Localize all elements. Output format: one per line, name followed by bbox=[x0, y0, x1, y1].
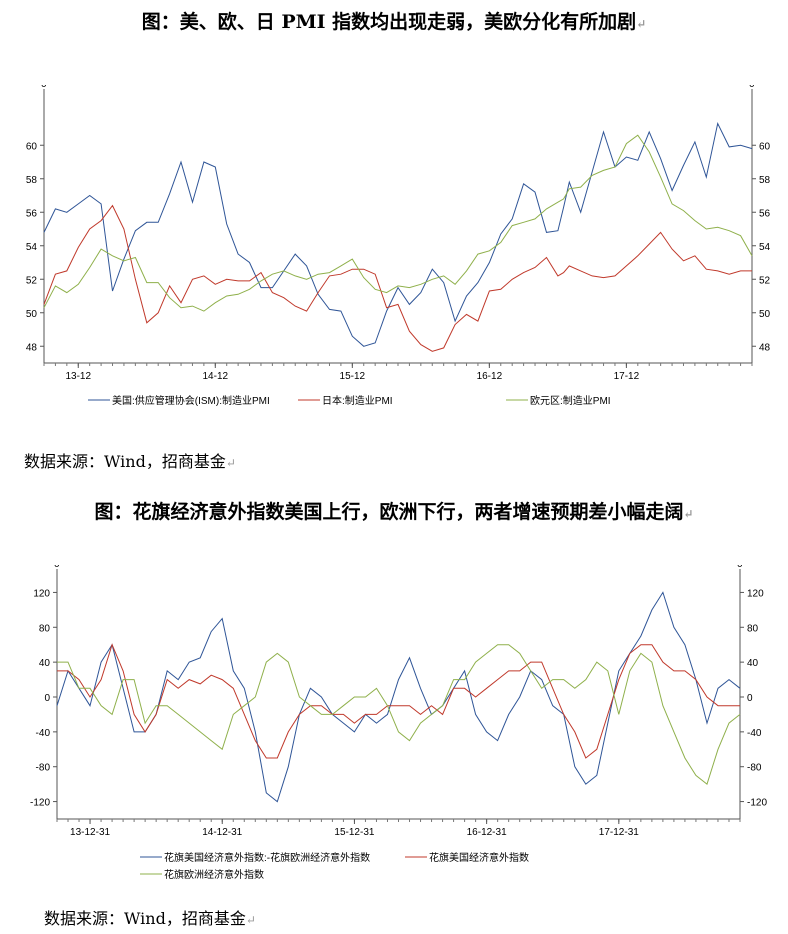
y-tick-label-left: 48 bbox=[26, 342, 38, 353]
corner-label-right: 0 bbox=[749, 85, 755, 90]
y-tick-label-left: 60 bbox=[26, 141, 38, 152]
chart1-title: 图：美、欧、日 PMI 指数均出现走弱，美欧分化有所加剧↵ bbox=[141, 11, 647, 33]
series-line-2 bbox=[43, 134, 753, 312]
y-tick-label-left: 120 bbox=[33, 588, 50, 599]
corner-label-right: 0 bbox=[737, 565, 743, 570]
y-tick-label-left: 0 bbox=[44, 693, 50, 704]
series-line-0 bbox=[56, 591, 741, 803]
x-tick-label: 15-12 bbox=[340, 371, 366, 382]
y-tick-label-right: -40 bbox=[747, 728, 762, 739]
series-line-1 bbox=[57, 643, 740, 759]
x-tick-label: 16-12-31 bbox=[467, 827, 507, 838]
y-tick-label-right: 56 bbox=[759, 208, 771, 219]
y-tick-label-left: 50 bbox=[26, 309, 38, 320]
y-tick-label-left: -40 bbox=[36, 728, 51, 739]
series-line-2 bbox=[57, 644, 741, 785]
corner-label-left: 0 bbox=[54, 565, 60, 570]
y-tick-label-right: 40 bbox=[747, 658, 759, 669]
y-tick-label-left: -120 bbox=[30, 798, 50, 809]
x-tick-label: 13-12 bbox=[65, 371, 91, 382]
x-tick-label: 15-12-31 bbox=[334, 827, 374, 838]
series-line-1 bbox=[43, 204, 752, 352]
chart1-source: 数据来源：Wind，招商基金↵ bbox=[24, 452, 236, 471]
y-tick-label-right: 50 bbox=[759, 309, 771, 320]
citi-surprise-chart: 0 0 -120 -120 -80 -80 -40 -40 0 0 40 40 80 80 120 120 13… bbox=[30, 565, 767, 881]
y-tick-label-right: -120 bbox=[747, 798, 767, 809]
y-tick-label-left: 56 bbox=[26, 208, 38, 219]
chart2-source: 数据来源：Wind，招商基金↵ bbox=[44, 909, 256, 928]
legend-label-1: 日本:制造业PMI bbox=[322, 394, 393, 407]
corner-label-left: 0 bbox=[41, 85, 47, 90]
y-tick-label-right: 80 bbox=[747, 623, 759, 634]
y-tick-label-right: 48 bbox=[759, 342, 771, 353]
chart2-title: 图：花旗经济意外指数美国上行，欧洲下行，两者增速预期差小幅走阔↵ bbox=[94, 501, 694, 523]
legend-label-0: 美国:供应管理协会(ISM):制造业PMI bbox=[112, 394, 270, 407]
x-tick-label: 13-12-31 bbox=[70, 827, 110, 838]
y-tick-label-left: -80 bbox=[36, 763, 51, 774]
x-tick-label: 14-12-31 bbox=[202, 827, 242, 838]
y-tick-label-right: 120 bbox=[747, 588, 764, 599]
pmi-chart: 0 0 48 48 50 50 52 52 54 54 56 56 58 58 60 60 13-12 14-12… bbox=[26, 85, 771, 407]
y-tick-label-right: 0 bbox=[747, 693, 753, 704]
y-tick-label-left: 58 bbox=[26, 175, 38, 186]
x-tick-label: 14-12 bbox=[203, 371, 229, 382]
y-tick-label-left: 40 bbox=[39, 658, 51, 669]
x-tick-label: 17-12 bbox=[614, 371, 640, 382]
x-tick-label: 16-12 bbox=[477, 371, 503, 382]
y-tick-label-left: 52 bbox=[26, 275, 38, 286]
legend-label-2: 花旗欧洲经济意外指数 bbox=[164, 868, 264, 881]
legend-label-2: 欧元区:制造业PMI bbox=[530, 394, 611, 407]
y-tick-label-right: 52 bbox=[759, 275, 771, 286]
y-tick-label-right: 54 bbox=[759, 242, 771, 253]
legend-label-0: 花旗美国经济意外指数:-花旗欧洲经济意外指数 bbox=[164, 851, 370, 864]
x-tick-label: 17-12-31 bbox=[599, 827, 639, 838]
series-line-0 bbox=[43, 121, 753, 347]
legend-label-1: 花旗美国经济意外指数 bbox=[429, 851, 529, 864]
y-tick-label-left: 80 bbox=[39, 623, 51, 634]
y-tick-label-right: 60 bbox=[759, 141, 771, 152]
y-tick-label-right: 58 bbox=[759, 175, 771, 186]
y-tick-label-left: 54 bbox=[26, 242, 38, 253]
y-tick-label-right: -80 bbox=[747, 763, 762, 774]
